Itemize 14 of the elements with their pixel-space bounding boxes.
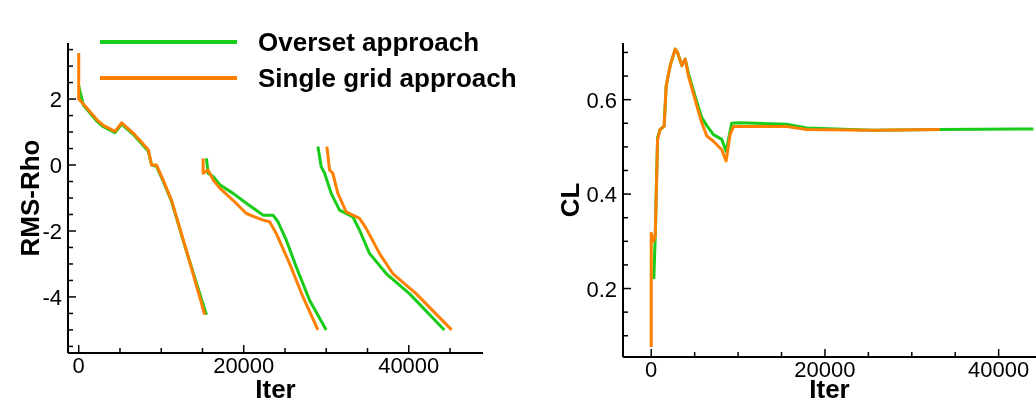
- y-tick-label: -2: [42, 218, 62, 244]
- text: Single grid approach: [258, 63, 517, 93]
- y-tick-label: 2: [49, 87, 62, 113]
- x-tick-label: 40000: [968, 357, 1030, 382]
- y-tick-label: 0.6: [586, 87, 617, 113]
- x-tick-label: 0: [72, 353, 85, 378]
- y-axis-title: CL: [554, 181, 586, 220]
- y-tick-label: 0: [49, 153, 62, 179]
- x-tick-label: 0: [645, 357, 658, 382]
- text: Overset approach: [258, 27, 480, 57]
- y-tick-label: 0.4: [586, 182, 617, 208]
- y-tick-label: 0.2: [586, 276, 617, 302]
- x-tick-label: 40000: [378, 353, 440, 378]
- y-tick-label: -4: [42, 284, 62, 310]
